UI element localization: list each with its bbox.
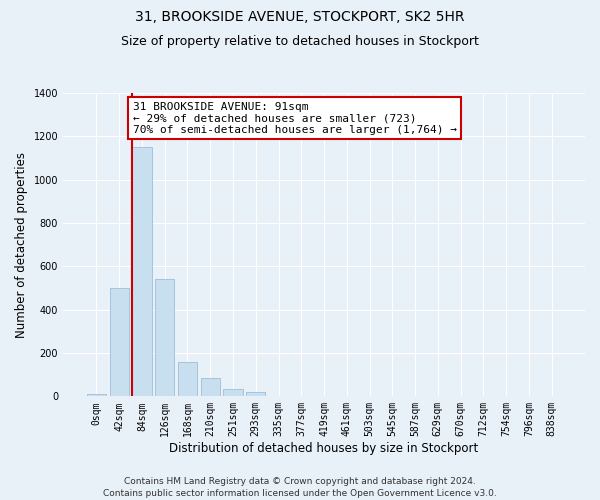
Bar xyxy=(110,288,129,397)
Text: Contains HM Land Registry data © Crown copyright and database right 2024.
Contai: Contains HM Land Registry data © Crown c… xyxy=(103,476,497,498)
Bar xyxy=(155,280,175,396)
Text: 31, BROOKSIDE AVENUE, STOCKPORT, SK2 5HR: 31, BROOKSIDE AVENUE, STOCKPORT, SK2 5HR xyxy=(135,10,465,24)
Bar xyxy=(223,389,242,396)
Bar xyxy=(132,147,152,396)
Text: Size of property relative to detached houses in Stockport: Size of property relative to detached ho… xyxy=(121,35,479,48)
Bar xyxy=(246,392,265,396)
Bar xyxy=(178,362,197,396)
Text: 31 BROOKSIDE AVENUE: 91sqm
← 29% of detached houses are smaller (723)
70% of sem: 31 BROOKSIDE AVENUE: 91sqm ← 29% of deta… xyxy=(133,102,457,135)
Y-axis label: Number of detached properties: Number of detached properties xyxy=(15,152,28,338)
Bar xyxy=(200,378,220,396)
Bar xyxy=(87,394,106,396)
X-axis label: Distribution of detached houses by size in Stockport: Distribution of detached houses by size … xyxy=(169,442,479,455)
